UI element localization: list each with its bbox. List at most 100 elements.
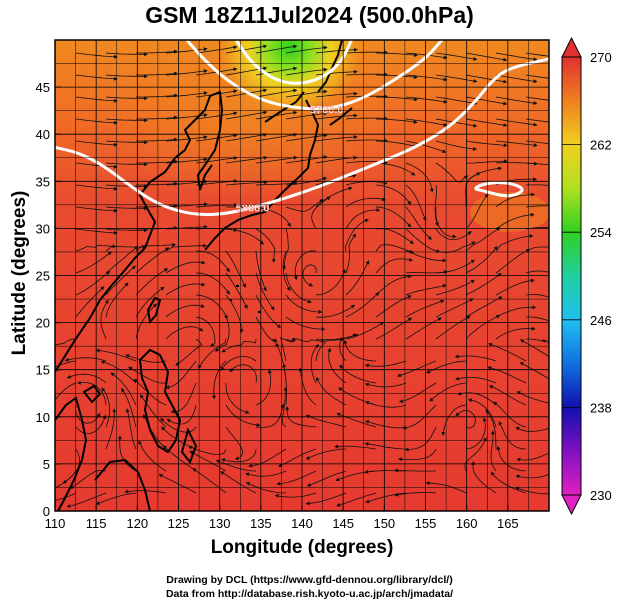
x-tick-label: 155 [415, 516, 437, 531]
streamline [215, 459, 257, 472]
streamline [397, 448, 437, 462]
streamline [339, 333, 359, 362]
streamline [255, 181, 298, 186]
streamline [195, 133, 238, 142]
streamline [514, 486, 549, 495]
streamline [495, 212, 535, 230]
streamline [105, 184, 148, 189]
streamline [55, 360, 77, 368]
streamline [255, 206, 291, 228]
streamline [425, 481, 467, 494]
streamline [165, 260, 206, 274]
streamline [375, 52, 418, 58]
y-axis-label: Latitude (degrees) [9, 190, 30, 356]
colorbar-label: 262 [590, 138, 612, 153]
streamline [165, 304, 205, 318]
streamline [188, 445, 227, 455]
streamline [170, 382, 197, 414]
streamline [398, 382, 437, 404]
streamline [274, 492, 317, 498]
streamline [225, 88, 268, 98]
streamline [519, 339, 549, 357]
streamline [465, 140, 508, 148]
x-axis-ticks: 110 115 120 125 130 135 140 145 150 155 160 165 [45, 505, 519, 531]
streamline [105, 265, 136, 296]
x-tick-label: 145 [332, 516, 354, 531]
streamline [69, 470, 107, 489]
streamline [316, 376, 347, 406]
y-tick-label: 10 [36, 410, 50, 425]
streamline [255, 369, 272, 406]
streamline [435, 206, 457, 239]
streamline [525, 270, 549, 274]
streamline [405, 317, 443, 340]
streamline [375, 118, 418, 124]
streamline [525, 205, 549, 208]
streamline [495, 140, 538, 148]
streamline [495, 305, 537, 318]
streamline [214, 316, 230, 352]
streamline [133, 378, 167, 406]
streamline [195, 316, 216, 347]
streamline [525, 294, 549, 298]
streamline [345, 50, 388, 55]
streamline [136, 159, 178, 164]
streamline [435, 298, 474, 318]
streamline [310, 343, 320, 384]
streamline [327, 347, 347, 384]
streamline [345, 321, 385, 340]
streamline [405, 250, 447, 263]
streamline [75, 286, 105, 318]
streamline [225, 383, 250, 414]
streamline [396, 360, 437, 378]
streamline [285, 67, 328, 76]
streamline [95, 348, 137, 362]
colorbar: 270 262 254 246 238 230 [561, 36, 612, 516]
streamline [495, 192, 536, 208]
streamline [345, 292, 380, 318]
streamline [285, 199, 324, 212]
streamline [225, 180, 268, 186]
streamline [435, 140, 478, 151]
streamline [100, 360, 137, 384]
streamline [255, 272, 275, 311]
streamline [195, 294, 228, 320]
streamline [525, 184, 549, 186]
y-tick-label: 0 [43, 504, 50, 519]
streamline [198, 338, 227, 369]
streamline [225, 155, 268, 164]
streamline [364, 442, 407, 450]
streamline [285, 272, 312, 304]
streamline [525, 96, 549, 101]
x-tick-label: 130 [209, 516, 231, 531]
streamline [225, 294, 244, 334]
y-tick-label: 45 [36, 80, 50, 95]
streamline [285, 316, 326, 332]
credit-drawing: Drawing by DCL (https://www.gfd-dennou.o… [166, 574, 453, 586]
streamline [364, 382, 407, 388]
streamline [255, 132, 298, 142]
streamline [229, 364, 258, 384]
streamline [285, 111, 328, 120]
streamline [175, 338, 203, 366]
x-tick-label: 165 [497, 516, 519, 531]
streamline [435, 96, 478, 106]
streamline [105, 96, 148, 101]
streamline [139, 394, 167, 428]
streamline [405, 228, 441, 253]
streamline [526, 316, 549, 322]
streamline [117, 435, 137, 472]
streamline [166, 404, 197, 425]
grid [55, 40, 549, 511]
streamline [435, 52, 478, 61]
streamline [225, 250, 246, 288]
streamline [305, 414, 347, 428]
streamline [364, 419, 407, 429]
streamline [105, 245, 139, 274]
streamline [526, 338, 549, 344]
streamline [429, 382, 467, 402]
streamline [345, 116, 388, 121]
streamline [336, 492, 377, 507]
streamline [225, 228, 265, 245]
streamline [105, 162, 148, 167]
